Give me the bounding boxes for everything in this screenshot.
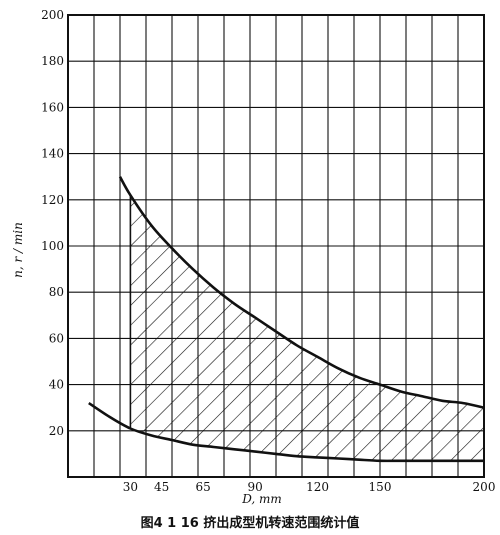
x-tick-label: 120 [306, 480, 329, 494]
hatched-speed-range [130, 195, 484, 461]
upper-limit-curve [118, 176, 484, 409]
y-tick-label: 40 [49, 378, 64, 392]
y-tick-label: 120 [41, 193, 64, 207]
y-tick-label: 200 [41, 8, 64, 22]
y-tick-label: 80 [49, 285, 64, 299]
x-tick-label: 30 [123, 480, 138, 494]
y-tick-label: 180 [41, 54, 64, 68]
x-tick-label: 200 [473, 480, 496, 494]
y-tick-label: 20 [49, 424, 64, 438]
y-tick-label: 60 [49, 331, 64, 345]
lower-limit-curve [88, 402, 484, 463]
y-axis-label: n, r / min [11, 222, 25, 278]
figure-caption: 图4 1 16 挤出成型机转速范围统计值 [140, 516, 360, 531]
y-tick-label: 160 [41, 100, 64, 114]
x-tick-label: 65 [196, 480, 211, 494]
speed-range-chart: 20 40 60 80 100 120 140 160 180 200 30 45 65 90 120 150… [11, 8, 496, 506]
x-tick-label: 45 [154, 480, 169, 494]
plot-frame [67, 14, 485, 478]
x-axis-label: D, mm [241, 492, 282, 506]
x-tick-label: 90 [248, 480, 263, 494]
x-tick-label: 150 [369, 480, 392, 494]
y-tick-label: 100 [41, 239, 64, 253]
y-tick-label: 140 [41, 147, 64, 161]
